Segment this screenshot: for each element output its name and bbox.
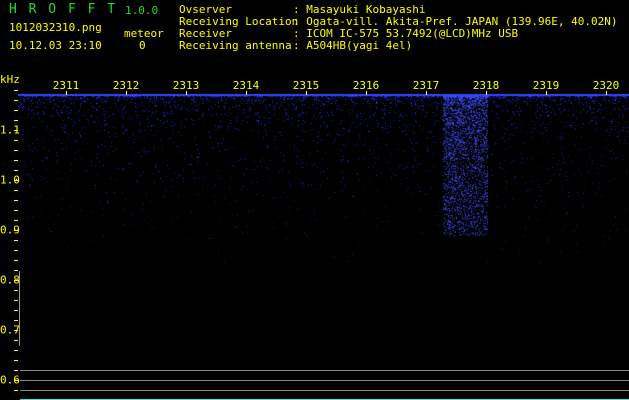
y-tick xyxy=(14,250,18,251)
y-tick xyxy=(14,170,18,171)
info-label: Ovserver xyxy=(179,3,232,16)
y-tick-label: 0.9 xyxy=(0,223,20,237)
x-tick-label: 2317 xyxy=(412,79,440,92)
info-value: : Ogata-vill. Akita-Pref. JAPAN (139.96E… xyxy=(293,15,618,28)
app-title: H R O F F T xyxy=(9,2,118,17)
y-tick xyxy=(14,380,18,381)
y-tick xyxy=(14,180,18,181)
x-tick xyxy=(306,91,307,95)
y-tick xyxy=(14,290,18,291)
x-tick-label: 2313 xyxy=(172,79,200,92)
x-tick-label: 2314 xyxy=(232,79,260,92)
meteor-count: 0 xyxy=(139,39,146,52)
grid-line xyxy=(20,380,629,381)
x-tick xyxy=(546,91,547,95)
y-tick-label: 0.8 xyxy=(0,273,20,287)
y-tick xyxy=(14,280,18,281)
info-value: : ICOM IC-575 53.7492(@LCD)MHz USB xyxy=(293,27,519,40)
y-tick xyxy=(14,230,18,231)
y-tick-label: 0.6 xyxy=(0,373,20,387)
x-tick xyxy=(246,91,247,95)
datetime: 10.12.03 23:10 xyxy=(9,39,102,52)
y-tick xyxy=(14,360,18,361)
x-tick xyxy=(606,91,607,95)
y-tick-label: 1.0 xyxy=(0,173,20,187)
y-tick xyxy=(14,350,18,351)
x-tick-label: 2320 xyxy=(592,79,620,92)
info-value: : A504HB(yagi 4el) xyxy=(293,39,413,52)
grid-line xyxy=(20,370,629,371)
x-tick-label: 2316 xyxy=(352,79,380,92)
y-tick xyxy=(14,240,18,241)
grid-line xyxy=(20,390,629,391)
y-tick xyxy=(14,150,18,151)
y-tick xyxy=(14,210,18,211)
y-tick xyxy=(14,270,18,271)
y-tick xyxy=(14,190,18,191)
y-tick xyxy=(14,320,18,321)
y-tick xyxy=(14,130,18,131)
y-tick xyxy=(14,330,18,331)
info-value: : Masayuki Kobayashi xyxy=(293,3,426,16)
x-tick xyxy=(126,91,127,95)
y-tick xyxy=(14,390,18,391)
waterfall-spectrogram xyxy=(18,92,629,400)
x-tick xyxy=(186,91,187,95)
x-tick xyxy=(366,91,367,95)
x-tick xyxy=(486,91,487,95)
info-label: Receiving antenna xyxy=(179,39,292,52)
y-tick xyxy=(14,100,18,101)
y-tick xyxy=(14,110,18,111)
filename: 1012032310.png xyxy=(9,21,102,34)
meteor-label: meteor xyxy=(124,27,164,40)
vertical-marker xyxy=(19,271,20,346)
x-tick xyxy=(66,91,67,95)
y-tick xyxy=(14,160,18,161)
y-tick xyxy=(14,90,18,91)
x-tick-label: 2312 xyxy=(112,79,140,92)
y-tick xyxy=(14,310,18,311)
y-tick xyxy=(14,120,18,121)
y-tick-label: 0.7 xyxy=(0,323,20,337)
info-label: Receiver xyxy=(179,27,232,40)
y-unit-label: kHz xyxy=(0,73,20,86)
x-tick-label: 2315 xyxy=(292,79,320,92)
y-tick xyxy=(14,370,18,371)
info-label: Receiving Location xyxy=(179,15,299,28)
x-tick-label: 2318 xyxy=(472,79,500,92)
y-tick xyxy=(14,340,18,341)
x-tick-label: 2311 xyxy=(52,79,80,92)
y-tick xyxy=(14,220,18,221)
app-version: 1.0.0 xyxy=(125,4,159,17)
x-tick-label: 2319 xyxy=(532,79,560,92)
y-tick-label: 1.1 xyxy=(0,123,20,137)
x-tick xyxy=(426,91,427,95)
y-tick xyxy=(14,200,18,201)
y-tick xyxy=(14,300,18,301)
y-tick xyxy=(14,140,18,141)
y-tick xyxy=(14,260,18,261)
